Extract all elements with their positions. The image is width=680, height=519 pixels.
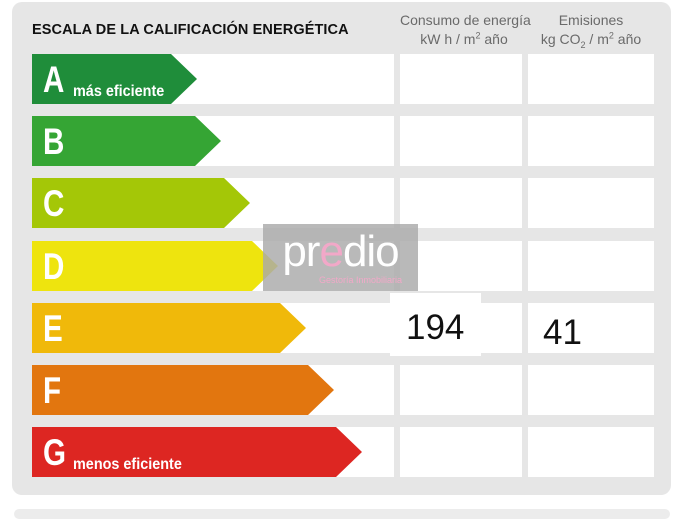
class-letter-d: D	[43, 246, 65, 287]
class-letter-g: G	[43, 432, 67, 473]
watermark-brand: predio	[282, 227, 399, 276]
emisiones-header-line2: kg CO2 / m2 año	[540, 30, 642, 50]
consumo-header-line1: Consumo de energía	[400, 12, 531, 28]
consumo-cell-b	[400, 116, 522, 166]
class-letter-a: A	[43, 59, 65, 100]
consumo-cell-d	[400, 241, 522, 291]
class-arrow-e: E	[32, 303, 306, 353]
class-letter-c: C	[43, 183, 65, 224]
consumo-value-box	[390, 293, 481, 356]
consumo-cell-g	[400, 427, 522, 477]
class-arrow-fill-c	[32, 178, 250, 228]
class-arrow-f: F	[32, 365, 334, 415]
consumo-cell-a	[400, 54, 522, 104]
emisiones-value-box	[528, 303, 654, 353]
emisiones-cell-a	[528, 54, 654, 104]
class-arrow-shape-f	[32, 365, 334, 415]
class-arrow-fill-g	[32, 427, 362, 477]
class-arrow-shape-b	[32, 116, 221, 166]
watermark-tagline: Gestoría Inmobiliaria	[319, 275, 403, 285]
class-arrow-fill-f	[32, 365, 334, 415]
class-letter-f: F	[43, 370, 62, 411]
next-card-edge	[14, 509, 670, 519]
class-arrow-fill-e	[32, 303, 306, 353]
class-arrow-c: C	[32, 178, 250, 228]
emisiones-column-header: Emisiones kg CO2 / m2 año	[528, 11, 654, 49]
consumo-column-header: Consumo de energía kW h / m2 año	[400, 11, 531, 49]
consumo-value: 194	[406, 308, 465, 347]
consumo-header-line2: kW h / m2 año	[420, 30, 508, 47]
emisiones-cell-d	[528, 241, 654, 291]
predio-watermark-logo: predio Gestoría Inmobiliaria	[263, 224, 418, 291]
class-arrow-shape-a	[32, 54, 197, 104]
emisiones-cell-f	[528, 365, 654, 415]
class-arrow-fill-b	[32, 116, 221, 166]
emisiones-header-line1: Emisiones	[558, 12, 624, 28]
class-arrow-fill-d	[32, 241, 278, 291]
consumo-cell-f	[400, 365, 522, 415]
class-arrow-fill-a	[32, 54, 197, 104]
class-letter-e: E	[43, 308, 63, 349]
emisiones-value: 41	[543, 313, 582, 352]
class-letter-b: B	[43, 121, 65, 162]
class-arrow-b: B	[32, 116, 221, 166]
emisiones-cell-c	[528, 178, 654, 228]
scale-title: ESCALA DE LA CALIFICACIÓN ENERGÉTICA	[32, 22, 349, 38]
class-arrow-shape-d	[32, 241, 278, 291]
class-arrow-shape-e	[32, 303, 306, 353]
class-sublabel-g: menos eficiente	[73, 456, 182, 473]
consumo-cell-c	[400, 178, 522, 228]
class-sublabel-a: más eficiente	[73, 83, 165, 100]
class-arrow-d: D	[32, 241, 278, 291]
emisiones-cell-b	[528, 116, 654, 166]
class-arrow-shape-g	[32, 427, 362, 477]
class-arrow-shape-c	[32, 178, 250, 228]
emisiones-cell-g	[528, 427, 654, 477]
